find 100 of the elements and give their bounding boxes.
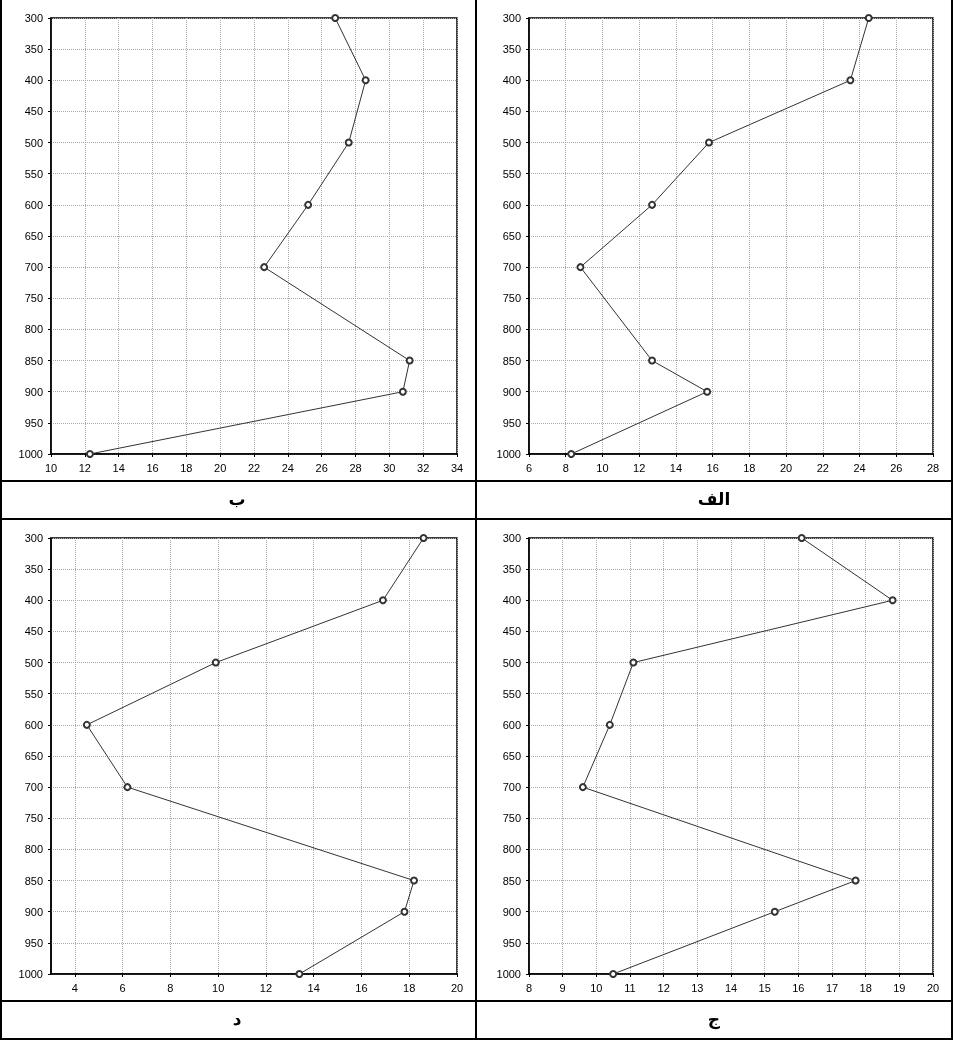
y-tick-label: 450 xyxy=(24,625,43,638)
y-tick-label: 500 xyxy=(24,656,43,669)
point xyxy=(211,658,220,667)
x-tick-label: 17 xyxy=(825,981,839,994)
x-tick-label: 20 xyxy=(214,461,227,474)
y-tick-label: 400 xyxy=(24,74,43,87)
y-tick-label: 500 xyxy=(24,136,43,149)
x-tick-label: 11 xyxy=(624,981,636,994)
y-tick-label: 550 xyxy=(24,687,43,700)
point xyxy=(605,720,614,729)
x-tick-label: 19 xyxy=(893,981,906,994)
x-tick-label: 14 xyxy=(112,461,125,474)
y-tick-label: 300 xyxy=(502,532,521,544)
y-tick-label: 300 xyxy=(24,12,43,24)
point xyxy=(770,907,779,916)
text: ب xyxy=(0,480,475,518)
y-tick-label: 550 xyxy=(24,167,43,180)
point xyxy=(797,534,806,542)
point xyxy=(567,450,576,458)
point xyxy=(378,596,387,605)
y-tick-label: 600 xyxy=(24,718,43,731)
point xyxy=(846,76,855,85)
y-tick-label: 450 xyxy=(502,105,521,118)
point xyxy=(410,876,419,885)
x-tick-label: 18 xyxy=(180,461,193,474)
point xyxy=(400,907,409,916)
point xyxy=(260,263,269,272)
y-tick-label: 350 xyxy=(502,563,521,576)
x-tick-label: 32 xyxy=(417,461,430,474)
y-tick-label: 700 xyxy=(502,261,521,274)
x-tick-label: 8 xyxy=(167,981,174,994)
x-tick-label: 16 xyxy=(706,461,719,474)
x-tick-label: 12 xyxy=(259,981,273,994)
x-tick-label: 12 xyxy=(633,461,646,474)
y-tick-label: 550 xyxy=(502,687,521,700)
x-tick-label: 10 xyxy=(44,461,58,474)
y-tick-label: 450 xyxy=(24,105,43,118)
y-tick-label: 850 xyxy=(502,354,521,367)
y-tick-label: 900 xyxy=(24,385,43,398)
x-tick-label: 18 xyxy=(859,981,872,994)
y-tick-label: 900 xyxy=(502,385,521,398)
y-tick-label: 850 xyxy=(502,874,521,887)
x-tick-label: 9 xyxy=(559,981,566,994)
x-tick-label: 34 xyxy=(450,461,464,474)
x-tick-label: 18 xyxy=(403,981,416,994)
x-tick-label: 20 xyxy=(926,981,940,994)
y-tick-label: 700 xyxy=(24,781,43,794)
x-tick-label: 10 xyxy=(596,461,609,474)
x-tick-label: 30 xyxy=(383,461,396,474)
y-tick-label: 350 xyxy=(502,43,521,56)
point xyxy=(704,138,713,147)
y-tick-label: 950 xyxy=(502,936,521,949)
y-tick-label: 850 xyxy=(24,354,43,367)
point xyxy=(864,14,873,22)
y-tick-label: 650 xyxy=(502,230,521,242)
y-tick-label: 950 xyxy=(24,936,43,949)
x-tick-label: 12 xyxy=(78,461,91,474)
y-tick-label: 800 xyxy=(502,843,521,856)
x-tick-label: 14 xyxy=(307,981,320,994)
y-tick-label: 550 xyxy=(502,167,521,180)
y-tick-label: 350 xyxy=(24,43,43,56)
point xyxy=(851,876,860,885)
y-tick-label: 400 xyxy=(24,594,43,607)
x-tick-label: 16 xyxy=(146,461,159,474)
y-tick-label: 1000 xyxy=(496,448,521,460)
point xyxy=(578,783,587,792)
point xyxy=(648,200,657,209)
x-tick-label: 22 xyxy=(816,461,829,474)
y-tick-label: 600 xyxy=(502,198,521,211)
x-tick-label: 16 xyxy=(792,981,805,994)
x-tick-label: 6 xyxy=(119,981,126,994)
text: د xyxy=(0,1000,475,1038)
y-tick-label: 900 xyxy=(502,905,521,918)
y-tick-label: 650 xyxy=(24,230,43,242)
y-tick-label: 450 xyxy=(502,625,521,638)
y-tick-label: 750 xyxy=(502,812,521,825)
point xyxy=(419,534,428,542)
x-tick-label: 4 xyxy=(71,981,78,994)
x-tick-label: 6 xyxy=(525,461,533,474)
y-tick-label: 300 xyxy=(502,12,521,24)
point xyxy=(398,387,407,396)
x-tick-label: 13 xyxy=(691,981,704,994)
y-tick-label: 400 xyxy=(502,74,521,87)
point xyxy=(648,356,657,365)
y-tick-label: 700 xyxy=(502,781,521,794)
x-tick-label: 8 xyxy=(525,981,533,994)
x-tick-label: 24 xyxy=(853,461,866,474)
x-tick-label: 14 xyxy=(724,981,738,994)
y-tick-label: 800 xyxy=(502,323,521,336)
point xyxy=(331,14,340,22)
x-tick-label: 20 xyxy=(779,461,793,474)
y-tick-label: 350 xyxy=(24,563,43,576)
point xyxy=(576,263,585,272)
y-tick-label: 1000 xyxy=(496,968,521,980)
point xyxy=(405,356,414,365)
point xyxy=(361,76,370,85)
point xyxy=(344,138,353,147)
point xyxy=(629,658,638,667)
x-tick-label: 8 xyxy=(562,461,569,474)
x-tick-label: 10 xyxy=(590,981,603,994)
